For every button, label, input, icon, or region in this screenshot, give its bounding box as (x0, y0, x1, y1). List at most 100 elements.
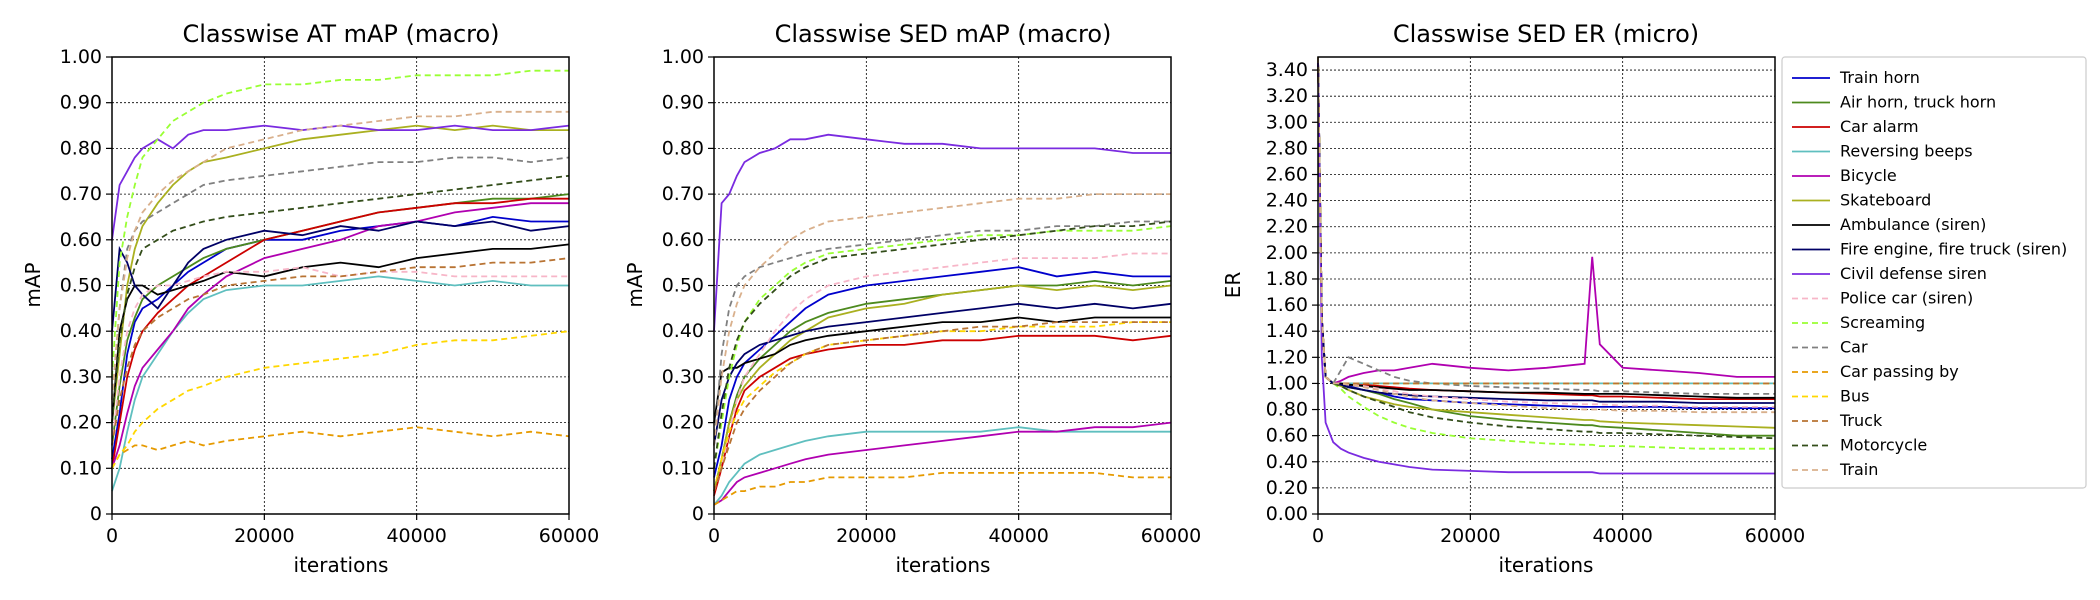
x-tick-label: 0 (708, 525, 720, 547)
legend-label: Car (1840, 338, 1868, 357)
y-tick-label: 0.50 (60, 275, 102, 297)
legend-label: Reversing beeps (1840, 142, 1973, 161)
series-line-reversing-beeps (1317, 56, 1775, 385)
x-tick-label: 60000 (1745, 525, 1805, 547)
y-tick-label: 3.40 (1266, 59, 1308, 81)
series-line-fire-engine-fire-truck-siren (1317, 56, 1775, 404)
legend-entry: Civil defense siren (1792, 264, 1987, 283)
series-line-civil-defense-siren (1317, 56, 1775, 475)
legend-label: Bus (1840, 387, 1869, 406)
legend-entry: Police car (siren) (1792, 289, 1973, 308)
y-tick-label: 0.60 (662, 229, 704, 251)
legend: Train horn Air horn, truck horn Car alarm R… (1781, 56, 2087, 489)
x-tick-label: 20000 (234, 525, 294, 547)
x-axis-label: iterations (1499, 553, 1594, 577)
series-line-screaming (111, 69, 569, 377)
legend-entry: Car alarm (1792, 117, 1919, 136)
legend-entry: Screaming (1792, 313, 1925, 332)
y-axis-label: mAP (623, 262, 647, 307)
legend-entry: Reversing beeps (1792, 142, 1973, 161)
y-tick-label: 1.00 (1266, 372, 1308, 394)
y-tick-label: 2.80 (1266, 137, 1308, 159)
series-line-car-alarm (1317, 56, 1775, 401)
legend-label: Screaming (1840, 313, 1925, 332)
y-tick-label: 0.60 (60, 229, 102, 251)
y-tick-label: 0.90 (662, 92, 704, 114)
y-tick-label: 0.40 (1266, 451, 1308, 473)
legend-entry: Car passing by (1792, 362, 1959, 381)
series-line-air-horn-truck-horn (1317, 56, 1775, 437)
series-line-car-alarm (713, 334, 1172, 496)
panel-sed-er: Classwise SED ER (micro) iterations ER 0… (1221, 20, 1805, 577)
series-line-screaming (1317, 56, 1775, 450)
legend-label: Train horn (1839, 68, 1920, 87)
y-tick-label: 0.20 (1266, 477, 1308, 499)
legend-label: Car passing by (1840, 362, 1959, 381)
x-tick-label: 20000 (836, 525, 896, 547)
series-line-bicycle (1317, 56, 1775, 385)
series-line-ambulance-siren (1317, 56, 1775, 399)
x-tick-label: 40000 (386, 525, 446, 547)
series-line-bicycle (111, 202, 569, 469)
legend-entry: Motorcycle (1792, 436, 1927, 455)
series-line-motorcycle (111, 174, 570, 423)
y-tick-label: 0.10 (662, 457, 704, 479)
series-line-skateboard (111, 124, 569, 423)
y-tick-label: 0.40 (662, 320, 704, 342)
legend-label: Car alarm (1840, 117, 1919, 136)
y-tick-label: 0.60 (1266, 425, 1308, 447)
y-tick-label: 0 (692, 503, 704, 525)
series-line-screaming (713, 225, 1172, 469)
y-tick-label: 1.00 (60, 46, 102, 68)
y-tick-label: 0 (90, 503, 102, 525)
axes-frame (1317, 56, 1776, 515)
x-tick-label: 0 (1312, 525, 1324, 547)
series-line-car (713, 220, 1171, 446)
legend-entry: Fire engine, fire truck (siren) (1792, 240, 2067, 259)
series-line-skateboard (713, 284, 1172, 492)
series-line-bus (713, 321, 1171, 492)
y-tick-label: 0.00 (1266, 503, 1308, 525)
y-tick-label: 0.30 (662, 366, 704, 388)
y-tick-label: 0.30 (60, 366, 102, 388)
y-axis-label: mAP (21, 262, 45, 307)
series-line-car-passing-by (1317, 56, 1775, 385)
y-tick-label: 0.10 (60, 457, 102, 479)
y-tick-label: 2.40 (1266, 190, 1308, 212)
legend-label: Air horn, truck horn (1840, 93, 1996, 112)
y-tick-label: 0.20 (60, 412, 102, 434)
y-tick-label: 1.00 (662, 46, 704, 68)
legend-entry: Truck (1792, 411, 1883, 430)
legend-entry: Car (1792, 338, 1868, 357)
y-tick-label: 0.70 (60, 183, 102, 205)
series-line-car-alarm (111, 197, 569, 469)
legend-entry: Ambulance (siren) (1792, 215, 1986, 234)
series-line-police-car-siren (111, 266, 569, 446)
series-line-train (1317, 56, 1775, 414)
legend-entry: Train horn (1792, 68, 1920, 87)
legend-label: Motorcycle (1840, 436, 1927, 455)
y-axis-label: ER (1221, 272, 1245, 299)
y-tick-label: 1.40 (1266, 320, 1308, 342)
y-tick-label: 2.00 (1266, 242, 1308, 264)
series-line-air-horn-truck-horn (713, 279, 1172, 492)
series-line-bus (1317, 56, 1775, 385)
legend-entry: Skateboard (1792, 191, 1931, 210)
y-tick-label: 0.50 (662, 275, 704, 297)
series-line-motorcycle (1317, 56, 1776, 440)
series-line-car (1317, 56, 1775, 395)
series-line-bicycle (713, 421, 1172, 506)
y-tick-label: 2.60 (1266, 164, 1308, 186)
panel-sed-map: Classwise SED mAP (macro) iterations mAP… (623, 20, 1201, 577)
legend-entry: Air horn, truck horn (1792, 93, 1996, 112)
legend-label: Truck (1839, 411, 1883, 430)
series-line-police-car-siren (1317, 56, 1775, 408)
legend-label: Police car (siren) (1840, 289, 1973, 308)
y-tick-label: 1.20 (1266, 346, 1308, 368)
series-line-skateboard (1317, 56, 1776, 429)
y-tick-label: 0.40 (60, 320, 102, 342)
legend-label: Bicycle (1840, 166, 1897, 185)
legend-entry: Bicycle (1792, 166, 1897, 185)
series-line-train (713, 193, 1171, 446)
